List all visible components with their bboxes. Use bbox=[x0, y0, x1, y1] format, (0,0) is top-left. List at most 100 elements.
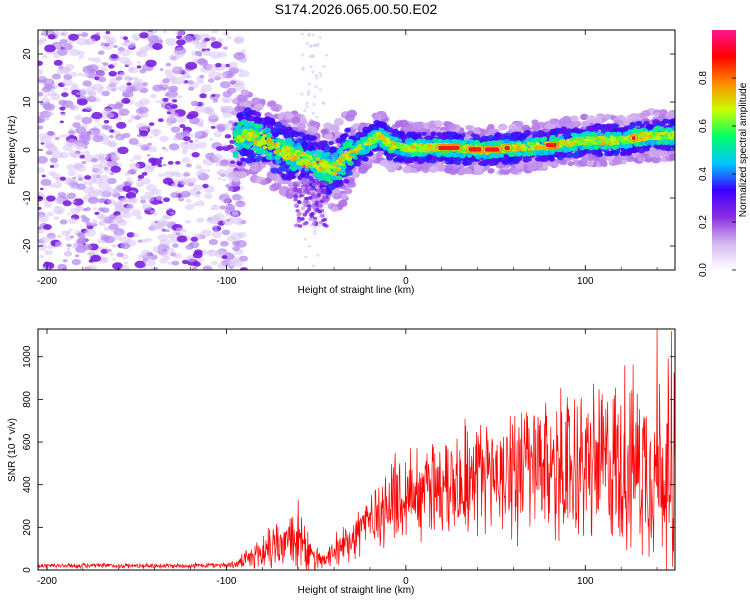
spectrogram-cell bbox=[202, 265, 213, 270]
spectrogram-cell bbox=[159, 135, 169, 142]
spectrogram-cell bbox=[266, 132, 273, 138]
spectrogram-cell bbox=[67, 130, 76, 135]
spectrogram-cell bbox=[203, 193, 213, 200]
spectrogram-cell bbox=[670, 118, 675, 125]
spectrogram-cell bbox=[76, 98, 88, 106]
spectrogram-cell bbox=[152, 42, 163, 51]
spectrogram-cell bbox=[223, 144, 228, 147]
spectrogram-cell bbox=[199, 89, 206, 93]
spectrogram-cell bbox=[534, 137, 541, 142]
spectrogram-cell bbox=[101, 138, 112, 145]
spectrogram-cell bbox=[82, 180, 89, 185]
spectrogram-cell bbox=[67, 170, 77, 177]
spectrogram-cell bbox=[135, 110, 141, 114]
spectrogram-cell bbox=[129, 159, 134, 162]
spectrogram-cell bbox=[155, 195, 163, 201]
spectrogram-cell bbox=[531, 119, 539, 125]
spectrogram-cell bbox=[487, 134, 494, 140]
spectrogram-cell bbox=[114, 206, 123, 212]
spectrogram-cell bbox=[127, 119, 133, 123]
spectrogram-cell bbox=[210, 51, 222, 60]
spectrogram-cell bbox=[251, 97, 261, 105]
spectrogram-cell bbox=[181, 157, 191, 164]
spectrogram-cell bbox=[91, 111, 103, 120]
spectrogram-cell bbox=[40, 97, 51, 104]
spectrogram-cell bbox=[221, 229, 231, 236]
spectrogram-cell bbox=[132, 81, 142, 87]
spectrogram-cell bbox=[78, 55, 85, 60]
spectrogram-cell bbox=[561, 147, 569, 153]
spectrogram-cell bbox=[38, 91, 44, 97]
spectrogram-cell bbox=[136, 60, 141, 64]
spectrogram-cell bbox=[169, 102, 174, 106]
spectrogram-cell bbox=[84, 207, 91, 212]
spectrogram-cell bbox=[238, 171, 248, 179]
spectrogram-cell bbox=[194, 131, 203, 137]
spectrogram-cell bbox=[652, 150, 662, 158]
spectrogram-cell bbox=[206, 63, 218, 72]
spectrogram-cell bbox=[87, 196, 99, 204]
spectrogram-cell bbox=[311, 70, 315, 74]
spectrogram-cell bbox=[345, 170, 353, 176]
spectrogram-cell bbox=[44, 94, 48, 98]
spectrogram-cell bbox=[224, 173, 232, 178]
spectrogram-cell bbox=[411, 122, 422, 130]
spectrogram-cell bbox=[608, 125, 614, 130]
spectrogram-cell bbox=[592, 150, 599, 156]
spectrogram-cell bbox=[180, 190, 191, 198]
spectrogram-cell bbox=[278, 112, 286, 118]
spectrogram-cell bbox=[59, 176, 67, 181]
spectrogram-cell bbox=[84, 175, 92, 180]
spectrogram-cell bbox=[494, 132, 501, 138]
spectrogram-cell bbox=[213, 131, 223, 138]
spectrogram-cell bbox=[252, 105, 260, 112]
spectrogram-cell bbox=[306, 92, 311, 96]
spectrogram-cell bbox=[305, 141, 313, 147]
spectrogram-cell bbox=[229, 79, 238, 86]
spectrogram-cell bbox=[305, 42, 309, 45]
spectrogram-cell bbox=[641, 110, 651, 118]
spectrogram-cell bbox=[39, 187, 44, 191]
spectrogram-cell bbox=[79, 88, 90, 95]
spectrogram-cell bbox=[217, 251, 224, 256]
spectrogram-cell bbox=[498, 123, 508, 131]
spectrogram-cell bbox=[168, 85, 179, 93]
spectrogram-cell bbox=[166, 105, 171, 109]
spectrogram-cell bbox=[321, 101, 326, 105]
spectrogram-cell bbox=[87, 95, 97, 103]
spectrogram-cell bbox=[379, 159, 389, 167]
spectrogram-cell bbox=[151, 162, 156, 166]
spectrogram-cell bbox=[316, 145, 323, 151]
spectrogram-cell bbox=[38, 147, 42, 151]
spectrogram-cell bbox=[67, 138, 77, 146]
spectrogram-cell bbox=[176, 235, 188, 243]
spectrogram-cell bbox=[111, 243, 118, 248]
spectrogram-cell bbox=[228, 66, 240, 75]
spectrogram-cell bbox=[169, 112, 179, 119]
spectrogram-cell bbox=[59, 219, 68, 225]
spectrogram-cell bbox=[346, 141, 353, 147]
spectrogram-cell bbox=[309, 44, 313, 48]
spectrogram-cell bbox=[115, 102, 124, 108]
spectrogram-cell bbox=[147, 142, 153, 146]
spectrogram-cell bbox=[308, 55, 312, 59]
spectrogram-cell bbox=[103, 119, 110, 124]
spectrogram-cell bbox=[314, 85, 318, 89]
spectrogram-cell bbox=[220, 240, 229, 247]
spectrogram-cell bbox=[515, 151, 522, 157]
spectrogram-cell bbox=[119, 72, 126, 77]
spectrogram-cell bbox=[202, 107, 213, 115]
spectrogram-cell bbox=[284, 128, 292, 134]
spectrogram-cell bbox=[533, 161, 544, 169]
spectrogram-cell bbox=[156, 39, 164, 44]
spectrogram-cell bbox=[117, 85, 128, 92]
spectrogram-cell bbox=[219, 81, 231, 89]
spectrogram-cell bbox=[410, 167, 417, 173]
spectrogram-cell bbox=[179, 177, 191, 186]
spectrogram-cell bbox=[481, 161, 489, 167]
spectrogram-cell bbox=[128, 168, 137, 174]
spectrogram-cell bbox=[46, 111, 55, 117]
spectrogram-cell bbox=[226, 144, 234, 150]
spectrogram-cell bbox=[297, 123, 306, 131]
spectrogram-cell bbox=[68, 149, 79, 157]
